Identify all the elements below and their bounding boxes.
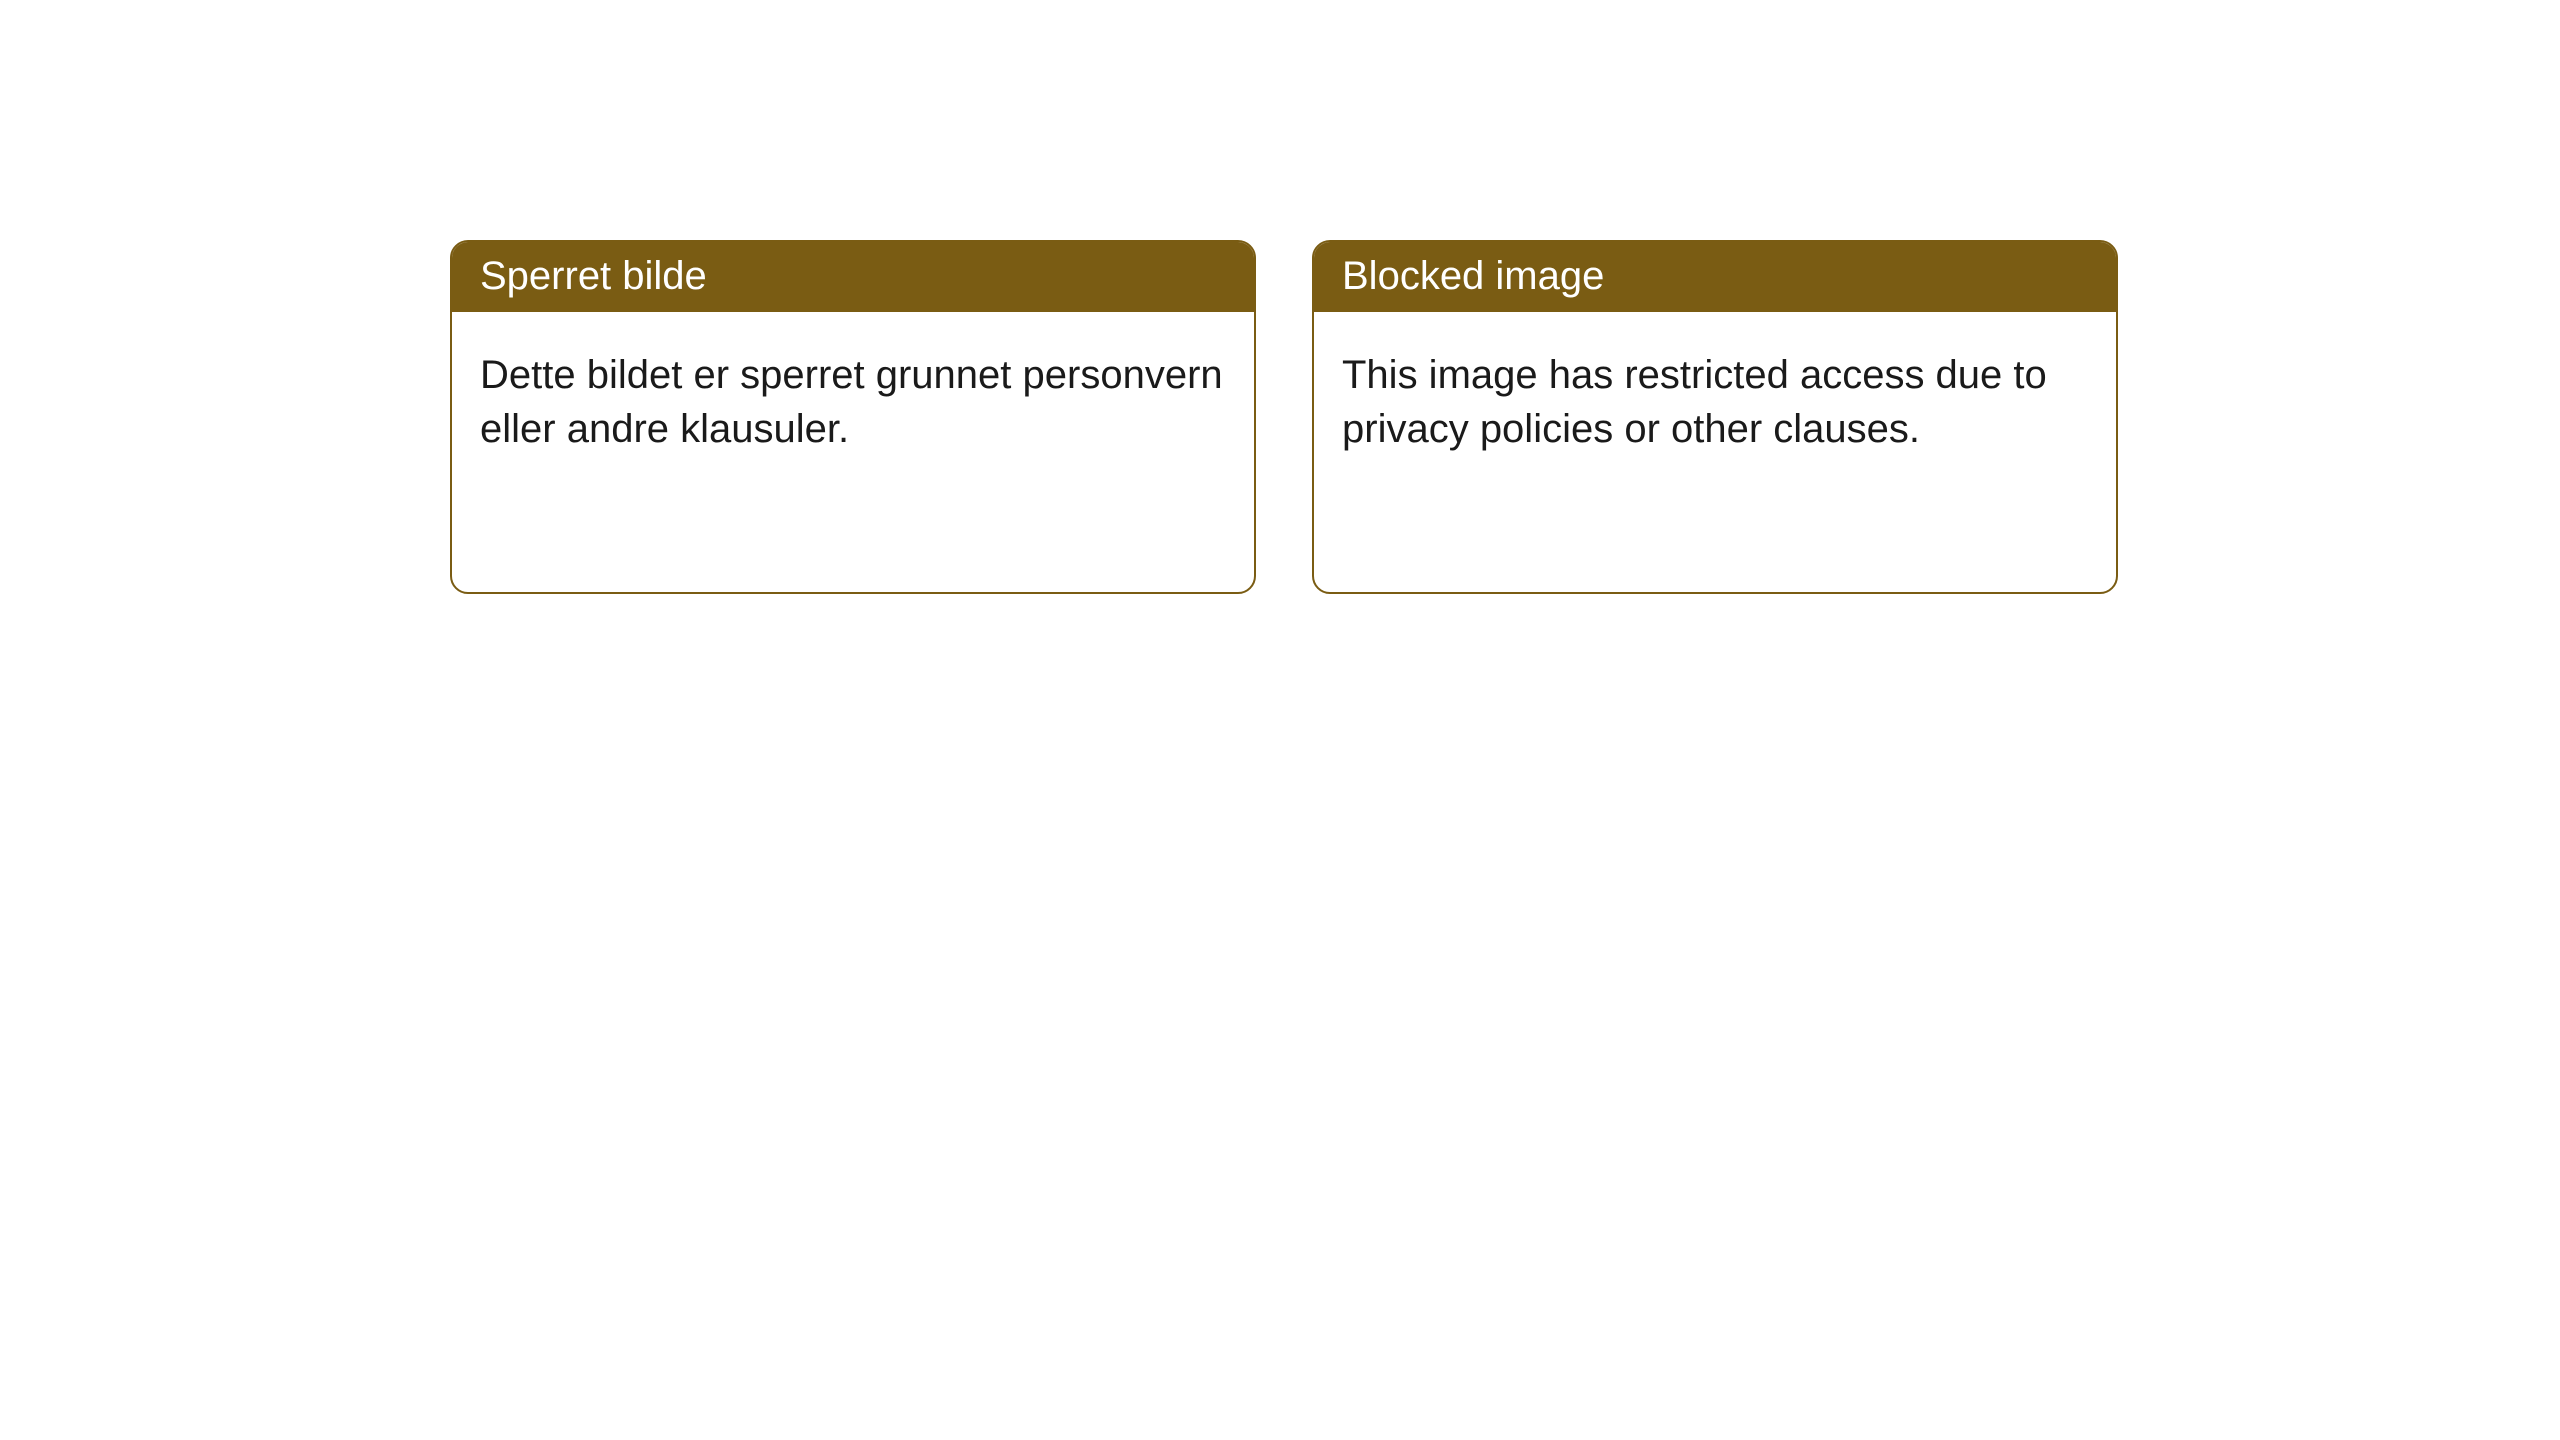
card-body-no: Dette bildet er sperret grunnet personve… — [452, 312, 1254, 592]
blocked-image-card-en: Blocked image This image has restricted … — [1312, 240, 2118, 594]
blocked-image-card-no: Sperret bilde Dette bildet er sperret gr… — [450, 240, 1256, 594]
card-header-en: Blocked image — [1314, 242, 2116, 312]
card-header-no: Sperret bilde — [452, 242, 1254, 312]
card-body-en: This image has restricted access due to … — [1314, 312, 2116, 592]
notice-cards-container: Sperret bilde Dette bildet er sperret gr… — [0, 0, 2560, 594]
